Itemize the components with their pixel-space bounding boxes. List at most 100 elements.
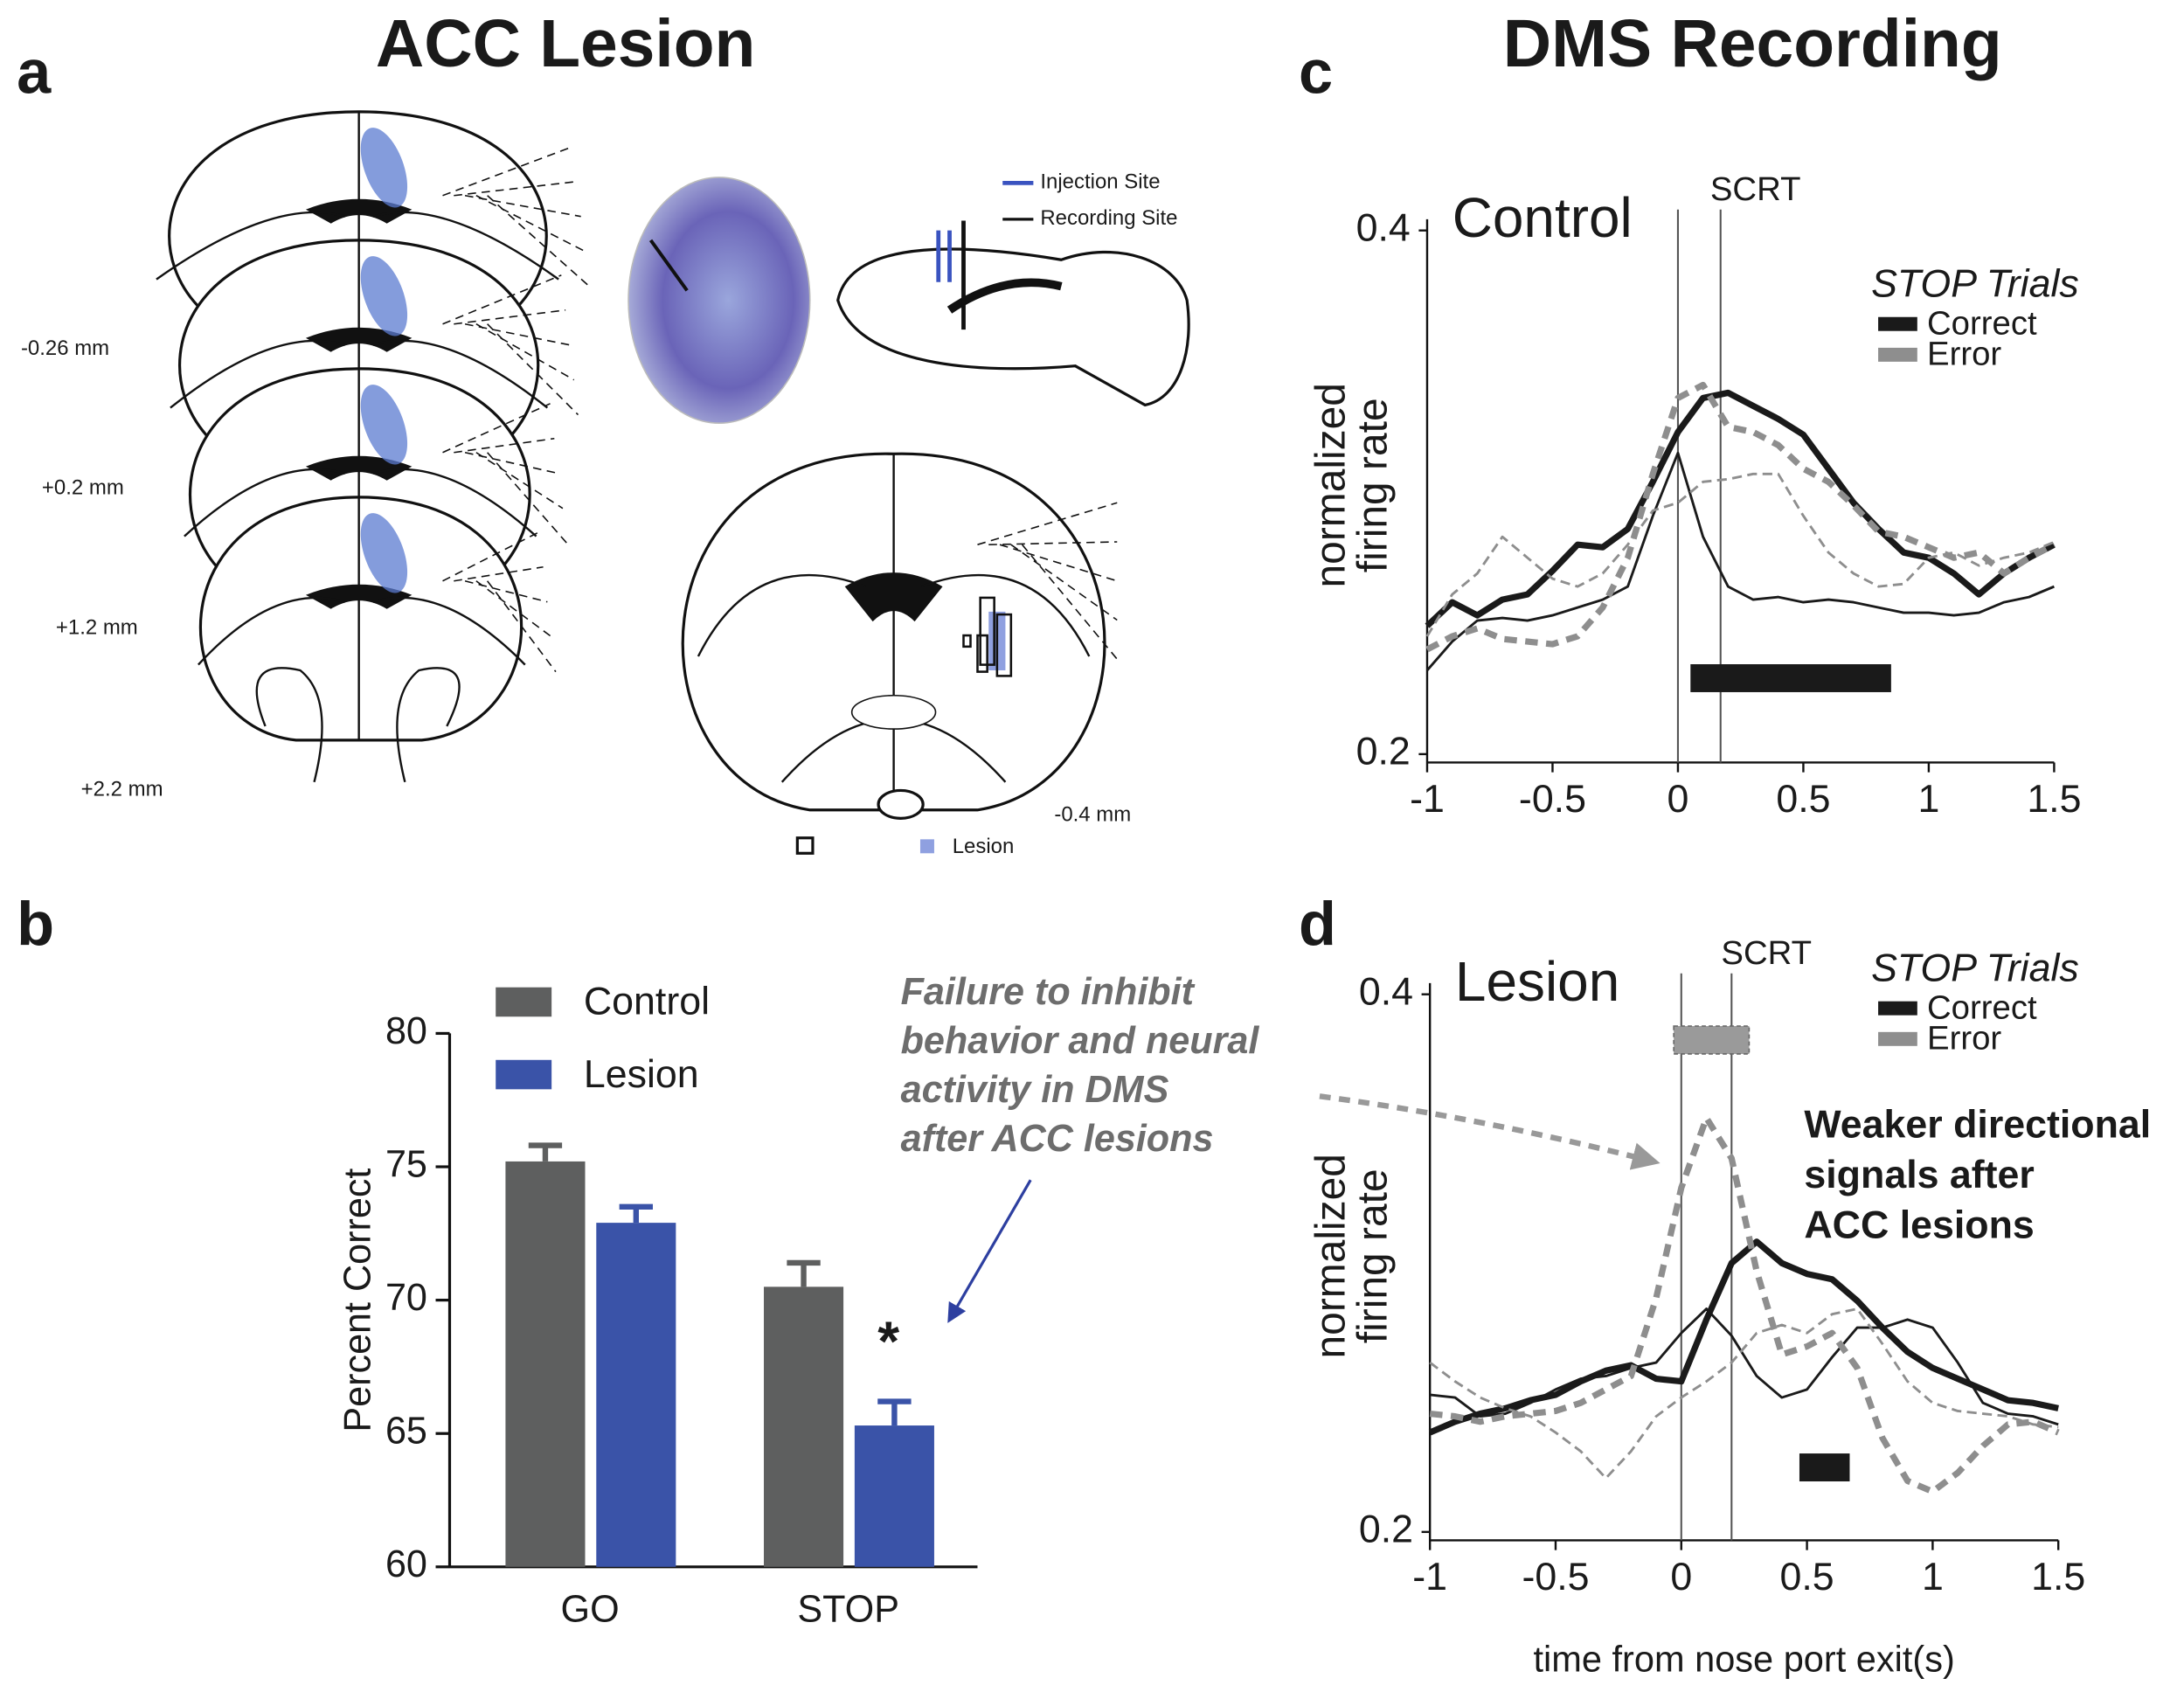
annotation: Weaker directional bbox=[1804, 1103, 2151, 1146]
ventricle bbox=[305, 455, 413, 481]
section-label: +2.2 mm bbox=[81, 778, 163, 801]
bar bbox=[764, 1286, 844, 1567]
x-tick-label: 1.5 bbox=[2027, 778, 2081, 821]
series-line bbox=[1428, 1238, 2059, 1436]
significance-marker: * bbox=[877, 1310, 899, 1373]
area-boundary bbox=[454, 180, 577, 197]
white-matter bbox=[156, 211, 559, 281]
legend-swatch bbox=[919, 839, 934, 854]
scrt-label: SCRT bbox=[1710, 170, 1801, 208]
area-boundary bbox=[454, 309, 566, 325]
y-tick-label: 70 bbox=[385, 1277, 427, 1319]
annotation-arrow bbox=[947, 1179, 1032, 1323]
structure bbox=[850, 694, 937, 730]
panel-label: c bbox=[1299, 38, 1333, 107]
x-tick-label: 1 bbox=[1922, 1556, 1944, 1598]
area-boundary bbox=[999, 544, 1118, 582]
area-boundary bbox=[487, 195, 590, 288]
area-boundary bbox=[475, 452, 564, 510]
x-tick-label: 0.5 bbox=[1780, 1556, 1834, 1598]
legend-swatch bbox=[1878, 347, 1917, 362]
significance-bar bbox=[1690, 664, 1891, 692]
panel-title: ACC Lesion bbox=[376, 7, 756, 81]
scrt-label: SCRT bbox=[1721, 934, 1812, 972]
x-tick-label: 1.5 bbox=[2031, 1556, 2085, 1598]
legend-swatch bbox=[496, 987, 552, 1017]
x-tick-label: 0.5 bbox=[1776, 778, 1830, 821]
white-matter bbox=[198, 596, 526, 666]
lesion-site bbox=[360, 256, 408, 336]
y-axis-label: firing rate bbox=[1350, 398, 1397, 572]
sagittal-brain bbox=[836, 247, 1190, 407]
section-label: -0.4 mm bbox=[1054, 803, 1131, 827]
lesion-site bbox=[360, 128, 408, 208]
error-bar bbox=[787, 1259, 821, 1287]
striatum bbox=[255, 667, 461, 783]
y-tick-label: 80 bbox=[385, 1010, 427, 1052]
legend-label: Lesion bbox=[953, 835, 1015, 858]
bar bbox=[505, 1161, 586, 1567]
recording-site bbox=[995, 613, 1013, 677]
y-axis-label: firing rate bbox=[1350, 1168, 1397, 1343]
y-tick-label: 60 bbox=[385, 1543, 427, 1585]
y-tick-label: 0.2 bbox=[1356, 731, 1411, 773]
structure bbox=[877, 788, 925, 820]
area-boundary bbox=[442, 531, 540, 582]
annotation: after ACC lesions bbox=[901, 1118, 1214, 1160]
annotation: behavior and neural bbox=[901, 1020, 1260, 1062]
legend-label: Control bbox=[584, 981, 710, 1023]
lesion-site bbox=[360, 385, 408, 465]
legend-label: Injection Site bbox=[1040, 170, 1160, 194]
y-axis-label: Percent Correct bbox=[337, 1168, 379, 1432]
area-boundary bbox=[487, 323, 579, 416]
y-axis-label: normalized bbox=[1308, 383, 1355, 587]
y-axis-label: normalized bbox=[1308, 1154, 1355, 1358]
white-matter bbox=[170, 339, 549, 409]
legend-swatch bbox=[1878, 1031, 1917, 1046]
inset-label: Control bbox=[1453, 186, 1633, 249]
annotation: activity in DMS bbox=[901, 1069, 1169, 1111]
area-boundary bbox=[977, 502, 1118, 545]
area-boundary bbox=[442, 403, 551, 454]
annotation-arrow bbox=[1319, 1093, 1661, 1170]
error-bar bbox=[528, 1142, 563, 1162]
section-label: +0.2 mm bbox=[42, 476, 124, 500]
series-line bbox=[1429, 1307, 2059, 1480]
series-line bbox=[1425, 472, 2055, 637]
area-boundary bbox=[442, 274, 562, 325]
area-boundary bbox=[487, 452, 568, 544]
x-tick-label: 0 bbox=[1670, 1556, 1692, 1598]
area-boundary bbox=[475, 195, 586, 253]
annotation: Failure to inhibit bbox=[901, 971, 1196, 1013]
x-tick-label: 0 bbox=[1667, 778, 1689, 821]
error-bar bbox=[619, 1203, 653, 1224]
series-line bbox=[1430, 1307, 2059, 1426]
legend-title: STOP Trials bbox=[1871, 262, 2079, 305]
ventricle bbox=[305, 327, 413, 352]
legend-swatch bbox=[795, 836, 815, 855]
y-tick-label: 0.4 bbox=[1356, 206, 1411, 249]
area-boundary bbox=[1010, 544, 1118, 621]
ventricle bbox=[844, 572, 943, 622]
legend-title: STOP Trials bbox=[1871, 947, 2079, 989]
area-boundary bbox=[988, 541, 1118, 545]
series-line bbox=[1425, 451, 2055, 671]
legend-label: Error bbox=[1927, 1020, 2001, 1058]
lesion-site bbox=[360, 513, 408, 593]
x-tick-label: -1 bbox=[1410, 778, 1445, 821]
y-tick-label: 65 bbox=[385, 1411, 427, 1453]
series-line bbox=[1425, 381, 2056, 653]
bar bbox=[854, 1425, 934, 1567]
y-tick-label: 0.4 bbox=[1359, 971, 1413, 1014]
area-boundary bbox=[454, 437, 555, 454]
area-boundary bbox=[1021, 544, 1118, 660]
area-boundary bbox=[442, 146, 573, 197]
error-bar bbox=[877, 1398, 912, 1426]
y-tick-label: 75 bbox=[385, 1143, 427, 1185]
panel-label: b bbox=[17, 889, 54, 958]
y-tick-label: 0.2 bbox=[1359, 1508, 1413, 1551]
legend-label: Correct bbox=[1927, 988, 2037, 1026]
x-tick-label: 1 bbox=[1917, 778, 1939, 821]
legend-label: Lesion bbox=[584, 1053, 699, 1096]
